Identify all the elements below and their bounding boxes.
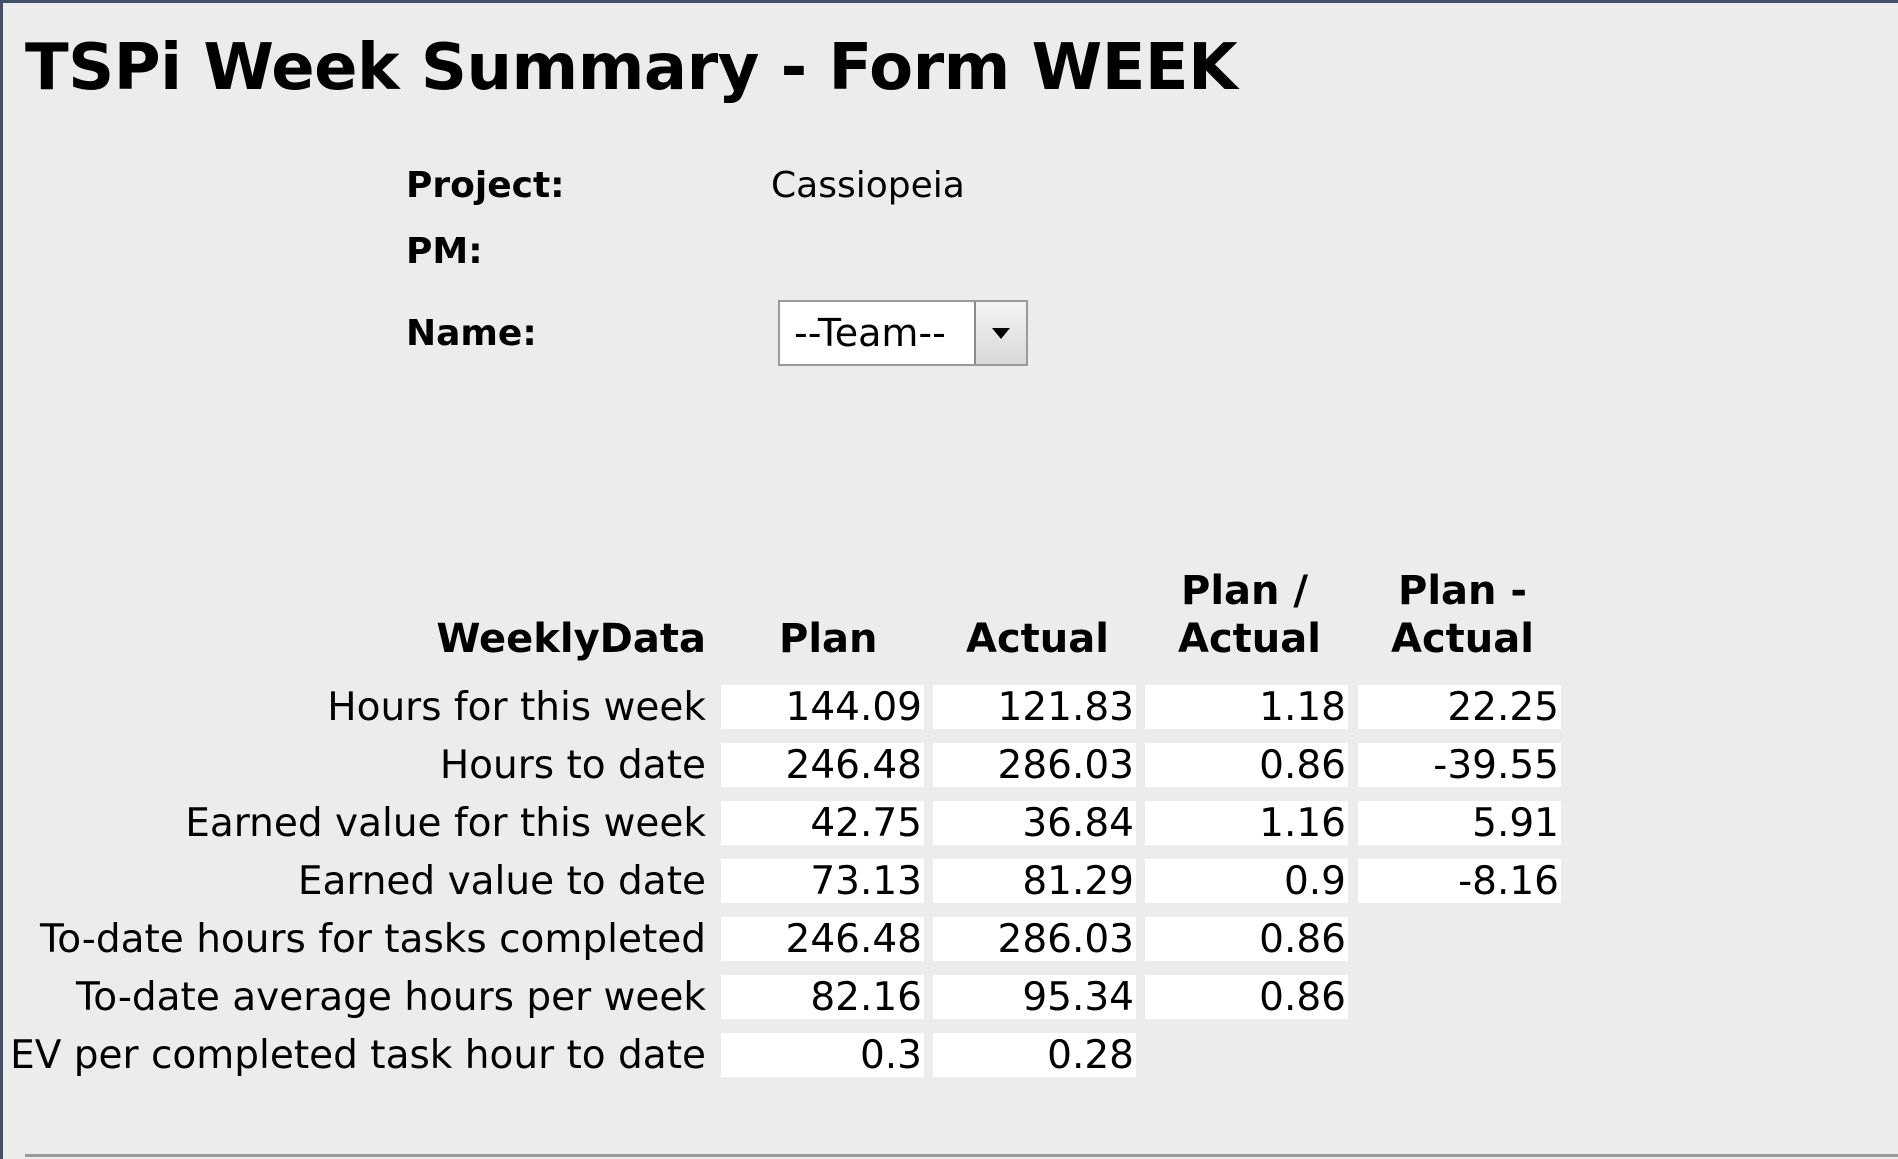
row-label-hours-tasks-completed: To-date hours for tasks completed [40, 917, 706, 962]
cell-actual: 95.34 [933, 975, 1136, 1020]
cell-actual: 286.03 [933, 917, 1136, 962]
cell-plan: 73.13 [721, 859, 924, 904]
cell-ratio: 1.18 [1145, 685, 1348, 730]
cell-diff: -8.16 [1358, 859, 1561, 904]
cell-plan: 246.48 [721, 743, 924, 788]
row-label-ev-to-date: Earned value to date [297, 859, 706, 904]
cell-actual: 81.29 [933, 859, 1136, 904]
row-label-ev-per-task-hour: EV per completed task hour to date [10, 1033, 706, 1078]
cell-ratio: 0.9 [1145, 859, 1348, 904]
cell-diff: 5.91 [1358, 801, 1561, 846]
cell-plan: 0.3 [721, 1033, 924, 1078]
dropdown-button[interactable] [974, 302, 1026, 364]
cell-plan: 246.48 [721, 917, 924, 962]
name-select-value: --Team-- [794, 311, 946, 355]
header-plan-minus-actual-line1: Plan - [1398, 568, 1528, 614]
cell-plan: 82.16 [721, 975, 924, 1020]
row-label-ev-this-week: Earned value for this week [185, 801, 706, 846]
page-title: TSPi Week Summary - Form WEEK [25, 31, 1238, 105]
cell-actual: 121.83 [933, 685, 1136, 730]
cell-ratio: 0.86 [1145, 975, 1348, 1020]
bottom-divider [25, 1154, 1898, 1157]
cell-ratio: 0.86 [1145, 743, 1348, 788]
cell-ratio: 1.16 [1145, 801, 1348, 846]
chevron-down-icon [992, 327, 1010, 339]
row-label-avg-hours-per-week: To-date average hours per week [76, 975, 706, 1020]
cell-plan: 42.75 [721, 801, 924, 846]
name-label: Name: [406, 313, 537, 354]
name-select[interactable]: --Team-- [778, 300, 1028, 366]
project-value: Cassiopeia [771, 165, 965, 206]
row-label-hours-this-week: Hours for this week [327, 685, 706, 730]
cell-actual: 36.84 [933, 801, 1136, 846]
pm-label: PM: [406, 231, 483, 272]
project-label: Project: [406, 165, 565, 206]
header-plan: Plan [779, 616, 878, 662]
cell-actual: 0.28 [933, 1033, 1136, 1078]
cell-actual: 286.03 [933, 743, 1136, 788]
header-plan-actual-ratio-line1: Plan / [1181, 568, 1309, 614]
header-plan-minus-actual-line2: Actual [1391, 616, 1534, 662]
cell-plan: 144.09 [721, 685, 924, 730]
cell-ratio: 0.86 [1145, 917, 1348, 962]
header-plan-actual-ratio-line2: Actual [1178, 616, 1321, 662]
row-label-hours-to-date: Hours to date [439, 743, 706, 788]
cell-diff: 22.25 [1358, 685, 1561, 730]
cell-diff: -39.55 [1358, 743, 1561, 788]
header-weekly-data: WeeklyData [436, 616, 706, 662]
header-actual: Actual [966, 616, 1109, 662]
